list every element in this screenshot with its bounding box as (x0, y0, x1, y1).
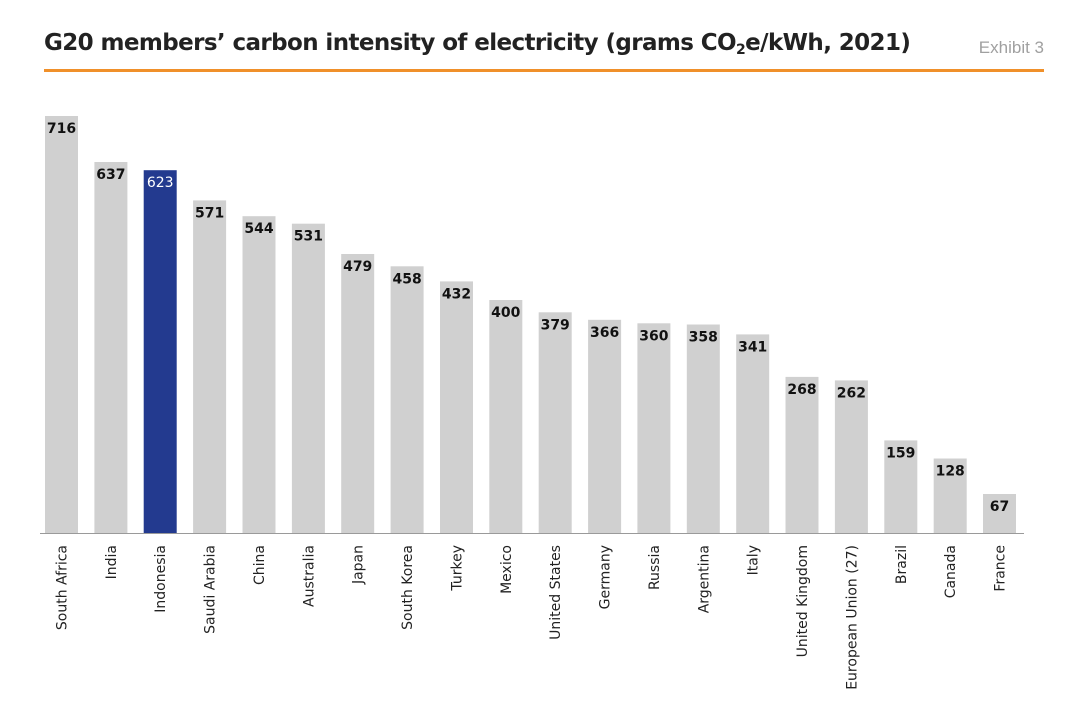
chart-header: G20 members’ carbon intensity of electri… (44, 26, 1044, 70)
bar-italy (736, 334, 770, 533)
bar-indonesia (143, 170, 177, 533)
value-label-south-africa: 716 (47, 121, 76, 137)
value-label-saudi-arabia: 571 (195, 205, 224, 221)
category-label-united-states: United States (548, 545, 564, 640)
value-label-united-kingdom: 268 (787, 382, 816, 398)
bar-japan (341, 254, 375, 533)
category-label-south-africa: South Africa (55, 545, 71, 630)
bar-france (983, 494, 1016, 533)
category-label-european-union-27: European Union (27) (844, 545, 860, 690)
category-label-russia: Russia (647, 545, 663, 590)
bar-canada (933, 458, 967, 533)
bar-russia (637, 323, 671, 533)
category-label-india: India (104, 545, 120, 579)
value-label-indonesia: 623 (147, 175, 174, 191)
bar-united-states (538, 312, 572, 533)
value-label-argentina: 358 (689, 330, 718, 346)
category-label-italy: Italy (746, 545, 762, 575)
category-label-mexico: Mexico (499, 545, 515, 594)
bar-united-kingdom (785, 376, 819, 533)
value-label-european-union-27: 262 (837, 385, 866, 401)
value-label-japan: 479 (343, 259, 372, 275)
category-label-turkey: Turkey (450, 545, 466, 592)
bar-brazil (884, 440, 918, 533)
value-label-india: 637 (96, 167, 125, 183)
category-label-canada: Canada (943, 545, 959, 598)
chart-title-main: G20 members’ carbon intensity of electri… (44, 30, 737, 56)
bar-south-korea (390, 266, 424, 533)
value-label-france: 67 (990, 499, 1009, 515)
category-label-saudi-arabia: Saudi Arabia (203, 545, 219, 634)
chart-title-end: e/kWh, 2021) (745, 30, 911, 56)
bar-germany (588, 319, 622, 533)
category-label-south-korea: South Korea (400, 545, 416, 630)
bar-australia (291, 223, 325, 533)
category-label-france: France (993, 545, 1009, 592)
bar-saudi-arabia (193, 200, 227, 533)
chart-title-subscript: 2 (736, 42, 746, 58)
title-underline (44, 69, 1044, 72)
bar-european-union-27 (834, 380, 868, 533)
bar-south-africa (45, 116, 78, 533)
bar-argentina (686, 324, 720, 533)
category-label-australia: Australia (301, 545, 317, 607)
value-label-mexico: 400 (491, 305, 520, 321)
category-label-brazil: Brazil (894, 545, 910, 584)
category-label-japan: Japan (351, 545, 367, 585)
value-label-italy: 341 (738, 339, 767, 355)
bar-turkey (440, 281, 473, 533)
value-label-australia: 531 (294, 229, 323, 245)
value-label-germany: 366 (590, 325, 619, 341)
value-label-canada: 128 (936, 464, 965, 480)
value-label-russia: 360 (639, 328, 668, 344)
category-label-argentina: Argentina (696, 545, 712, 613)
bar-china (242, 216, 276, 533)
bar-mexico (489, 300, 523, 533)
chart-title: G20 members’ carbon intensity of electri… (44, 30, 911, 58)
category-label-united-kingdom: United Kingdom (795, 545, 811, 657)
bar-india (94, 162, 128, 533)
value-label-turkey: 432 (442, 286, 471, 302)
category-label-china: China (252, 545, 268, 585)
value-label-brazil: 159 (886, 445, 915, 461)
category-label-indonesia: Indonesia (153, 545, 169, 613)
value-label-united-states: 379 (541, 317, 570, 333)
exhibit-label: Exhibit 3 (978, 38, 1044, 57)
category-label-germany: Germany (598, 545, 614, 609)
value-label-china: 544 (244, 221, 273, 237)
value-label-south-korea: 458 (392, 271, 421, 287)
